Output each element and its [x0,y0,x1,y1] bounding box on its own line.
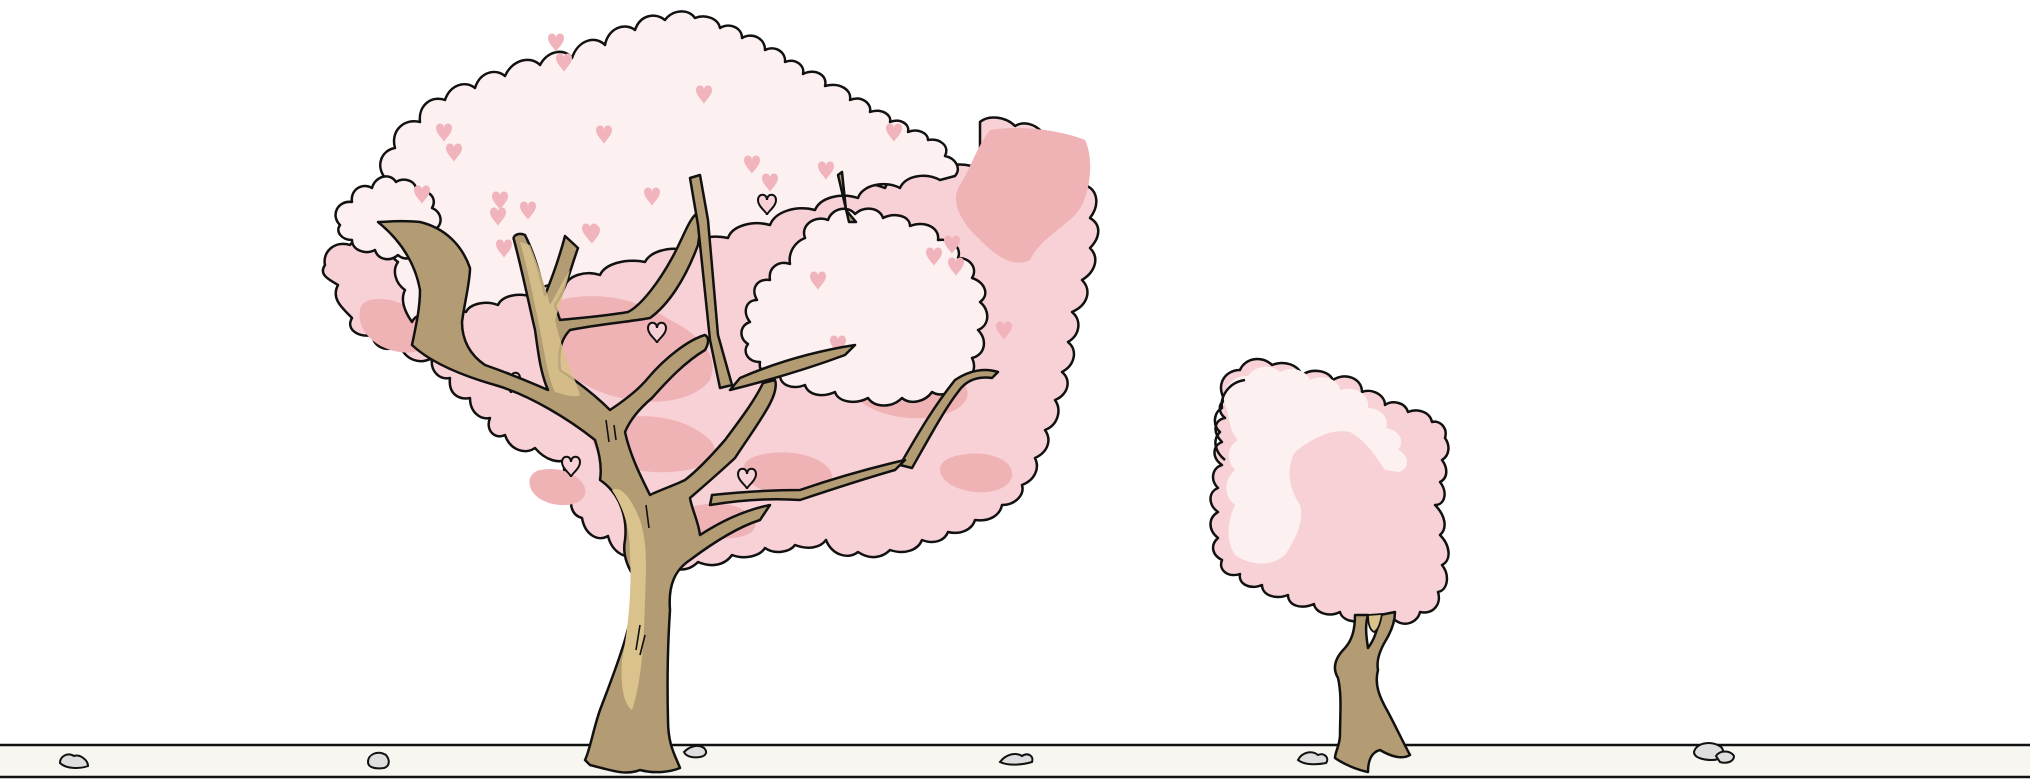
pebble [366,751,390,770]
pebble [1714,750,1736,764]
canopy-hearts [414,33,1012,354]
small-canopy-light [1223,366,1407,564]
pebble [998,753,1034,766]
large-tree-trunk-highlight [612,489,646,710]
pebbles [58,742,1736,770]
pebble [1296,751,1329,766]
large-cherry-tree [321,10,1100,774]
large-tree-trunk [376,213,778,774]
pebble [58,753,90,769]
large-tree-upper-branches [688,170,1000,507]
small-tree-trunk-highlight [1367,613,1384,634]
small-canopy-outline-top [1213,378,1246,461]
pebble [682,744,708,759]
large-tree-branch-highlight [520,242,580,397]
small-tree-trunk [1333,610,1412,774]
bark-marks [605,419,650,656]
small-cherry-tree [1209,357,1450,774]
ground [0,743,2030,779]
